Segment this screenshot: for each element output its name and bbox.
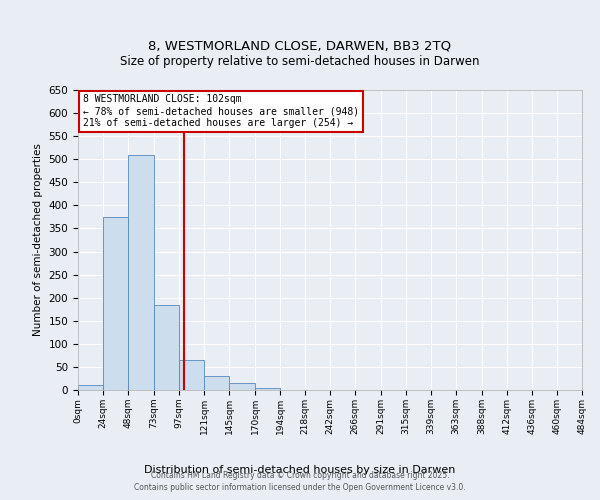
Y-axis label: Number of semi-detached properties: Number of semi-detached properties — [33, 144, 43, 336]
Text: Contains HM Land Registry data © Crown copyright and database right 2025.
Contai: Contains HM Land Registry data © Crown c… — [134, 471, 466, 492]
Bar — [229, 383, 255, 390]
Text: 8 WESTMORLAND CLOSE: 102sqm
← 78% of semi-detached houses are smaller (948)
21% : 8 WESTMORLAND CLOSE: 102sqm ← 78% of sem… — [83, 94, 359, 128]
Bar — [154, 304, 179, 390]
Text: Size of property relative to semi-detached houses in Darwen: Size of property relative to semi-detach… — [120, 54, 480, 68]
Bar — [204, 376, 229, 390]
Text: Distribution of semi-detached houses by size in Darwen: Distribution of semi-detached houses by … — [145, 465, 455, 475]
Bar — [179, 360, 204, 390]
Bar — [255, 388, 280, 390]
Bar — [78, 386, 103, 390]
Bar — [103, 217, 128, 390]
Bar — [128, 154, 154, 390]
Text: 8, WESTMORLAND CLOSE, DARWEN, BB3 2TQ: 8, WESTMORLAND CLOSE, DARWEN, BB3 2TQ — [148, 40, 452, 52]
